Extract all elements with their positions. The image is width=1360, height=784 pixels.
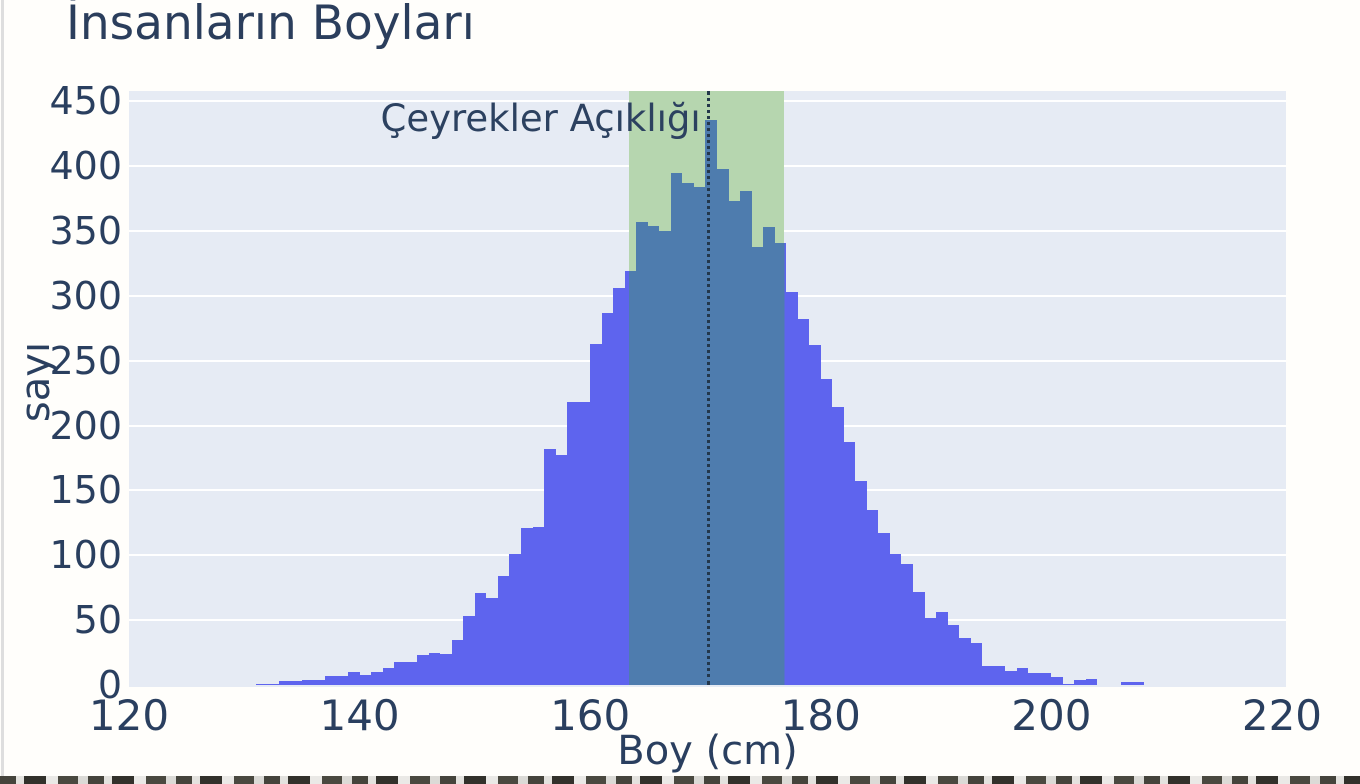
histogram-bar-192[interactable] bbox=[959, 638, 971, 685]
y-tick-label-150: 150 bbox=[49, 468, 122, 513]
histogram-bar-154[interactable] bbox=[521, 528, 533, 685]
histogram-bar-150[interactable] bbox=[474, 592, 487, 685]
y-axis-title: sayı bbox=[13, 341, 59, 423]
histogram-bar-168[interactable] bbox=[682, 183, 694, 685]
histogram-bar-144[interactable] bbox=[405, 661, 418, 685]
histogram-bar-133[interactable] bbox=[278, 681, 291, 685]
histogram-bar-201[interactable] bbox=[1062, 683, 1075, 685]
histogram-bar-131[interactable] bbox=[255, 683, 268, 685]
histogram-bar-202[interactable] bbox=[1074, 679, 1086, 685]
histogram-bar-140[interactable] bbox=[359, 674, 372, 685]
histogram-bar-153[interactable] bbox=[509, 554, 521, 685]
histogram-bar-180[interactable] bbox=[820, 378, 833, 685]
histogram-bar-149[interactable] bbox=[463, 616, 475, 685]
histogram-bar-151[interactable] bbox=[486, 598, 498, 685]
left-edge-line bbox=[1, 0, 4, 784]
histogram-bar-143[interactable] bbox=[394, 661, 406, 685]
histogram-bar-203[interactable] bbox=[1085, 678, 1098, 685]
histogram-bar-174[interactable] bbox=[751, 246, 764, 685]
histogram-bar-176[interactable] bbox=[774, 242, 787, 685]
histogram-bar-147[interactable] bbox=[440, 653, 452, 685]
histogram-bar-137[interactable] bbox=[325, 675, 337, 685]
histogram-bar-158[interactable] bbox=[567, 402, 579, 685]
histogram-bar-135[interactable] bbox=[301, 679, 314, 685]
x-tick-label-200: 200 bbox=[1011, 691, 1092, 740]
histogram-bar-142[interactable] bbox=[382, 668, 395, 685]
histogram-bar-182[interactable] bbox=[843, 442, 856, 685]
histogram-bar-172[interactable] bbox=[728, 201, 741, 685]
histogram-bar-171[interactable] bbox=[717, 168, 729, 685]
histogram-bar-139[interactable] bbox=[348, 672, 360, 685]
histogram-bar-164[interactable] bbox=[636, 221, 648, 685]
histogram-bar-157[interactable] bbox=[555, 455, 568, 685]
y-tick-label-450: 450 bbox=[49, 79, 122, 124]
histogram-bar-166[interactable] bbox=[659, 231, 671, 685]
y-tick-label-200: 200 bbox=[49, 403, 122, 448]
histogram-bar-160[interactable] bbox=[590, 343, 602, 685]
histogram-bar-170[interactable] bbox=[705, 119, 717, 685]
histogram-bar-163[interactable] bbox=[624, 271, 637, 685]
histogram-bar-191[interactable] bbox=[947, 625, 960, 685]
bottom-cropped-content-strip bbox=[0, 776, 1360, 784]
histogram-bar-155[interactable] bbox=[532, 526, 545, 685]
histogram-bar-136[interactable] bbox=[313, 679, 325, 685]
histogram-bar-169[interactable] bbox=[693, 186, 706, 685]
histogram-bar-175[interactable] bbox=[763, 227, 775, 685]
y-tick-label-300: 300 bbox=[49, 273, 122, 318]
x-tick-label-220: 220 bbox=[1241, 691, 1323, 740]
histogram-bar-173[interactable] bbox=[740, 190, 752, 685]
y-tick-label-350: 350 bbox=[49, 209, 122, 254]
histogram-bar-134[interactable] bbox=[290, 681, 302, 685]
histogram-bar-156[interactable] bbox=[544, 448, 556, 685]
chart-title: İnsanların Boyları bbox=[66, 0, 475, 51]
histogram-bar-200[interactable] bbox=[1051, 677, 1063, 685]
histogram-bar-196[interactable] bbox=[1005, 670, 1017, 685]
histogram-bar-193[interactable] bbox=[970, 643, 983, 685]
histogram-bar-189[interactable] bbox=[924, 617, 937, 685]
histogram-bar-159[interactable] bbox=[578, 402, 591, 685]
histogram-bar-177[interactable] bbox=[786, 292, 798, 685]
histogram-bar-190[interactable] bbox=[936, 612, 948, 685]
histogram-bar-198[interactable] bbox=[1028, 673, 1040, 685]
y-tick-label-250: 250 bbox=[49, 338, 122, 383]
histogram-bar-178[interactable] bbox=[797, 319, 810, 685]
histogram-bar-179[interactable] bbox=[809, 345, 821, 685]
histogram-bar-186[interactable] bbox=[889, 554, 902, 685]
histogram-bar-187[interactable] bbox=[901, 564, 913, 685]
x-tick-label-120: 120 bbox=[88, 691, 170, 740]
histogram-bar-145[interactable] bbox=[417, 655, 429, 685]
x-tick-label-140: 140 bbox=[319, 691, 400, 740]
histogram-bar-165[interactable] bbox=[647, 225, 660, 685]
histogram-bar-132[interactable] bbox=[267, 683, 279, 685]
histogram-bar-162[interactable] bbox=[613, 288, 625, 685]
histogram-bar-181[interactable] bbox=[832, 407, 844, 685]
histogram-bar-195[interactable] bbox=[993, 665, 1006, 685]
histogram-bar-194[interactable] bbox=[982, 665, 994, 685]
histogram-bar-161[interactable] bbox=[601, 312, 614, 685]
histogram-bar-146[interactable] bbox=[428, 652, 441, 685]
histogram-bar-185[interactable] bbox=[878, 533, 890, 685]
histogram-bar-167[interactable] bbox=[670, 172, 683, 685]
y-tick-label-400: 400 bbox=[49, 144, 122, 189]
histogram-bar-207[interactable] bbox=[1132, 682, 1144, 685]
histogram-bar-188[interactable] bbox=[913, 591, 925, 685]
histogram-bar-138[interactable] bbox=[336, 675, 349, 685]
x-axis-title: Boy (cm) bbox=[617, 728, 798, 774]
x-tick-label-180: 180 bbox=[780, 691, 861, 740]
histogram-bar-148[interactable] bbox=[451, 639, 464, 685]
y-tick-label-50: 50 bbox=[73, 598, 122, 643]
histogram-bar-199[interactable] bbox=[1039, 673, 1052, 685]
y-tick-label-0: 0 bbox=[97, 663, 122, 707]
histogram-bar-206[interactable] bbox=[1120, 682, 1133, 685]
x-tick-label-160: 160 bbox=[550, 691, 631, 740]
histogram-bar-183[interactable] bbox=[855, 481, 867, 685]
histogram-bar-152[interactable] bbox=[497, 576, 510, 685]
median-dotted-line bbox=[706, 91, 710, 685]
histogram-bar-141[interactable] bbox=[371, 672, 383, 685]
iqr-annotation-label: Çeyrekler Açıklığı bbox=[380, 96, 701, 140]
y-tick-label-100: 100 bbox=[49, 533, 122, 578]
histogram-bar-184[interactable] bbox=[866, 509, 879, 685]
histogram-bar-197[interactable] bbox=[1016, 668, 1029, 685]
